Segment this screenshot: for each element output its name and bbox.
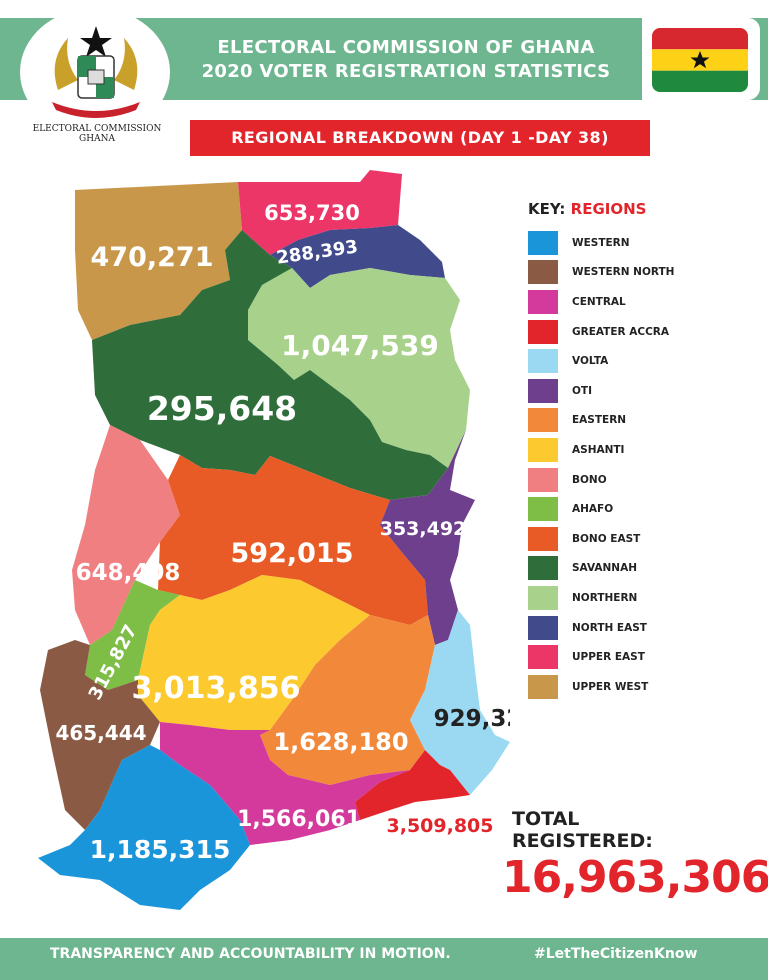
- title-line1: ELECTORAL COMMISSION OF GHANA: [217, 37, 595, 58]
- total-label: TOTAL REGISTERED:: [512, 808, 653, 852]
- region-bono: [72, 425, 180, 645]
- legend-label: VOLTA: [572, 355, 609, 368]
- legend-swatch: [528, 319, 558, 344]
- legend-label: WESTERN NORTH: [572, 266, 675, 279]
- region-northern: [248, 268, 470, 468]
- legend-title: KEY: REGIONS: [528, 200, 646, 218]
- page-title: ELECTORAL COMMISSION OF GHANA 2020 VOTER…: [178, 36, 634, 84]
- legend-swatch: [528, 526, 558, 551]
- total-label-line2: REGISTERED:: [512, 830, 653, 852]
- title-line2: 2020 VOTER REGISTRATION STATISTICS: [201, 61, 611, 82]
- legend-swatch: [528, 378, 558, 403]
- legend-label: UPPER EAST: [572, 651, 645, 664]
- label-savannah: 295,648: [147, 389, 297, 428]
- region-oti: [380, 430, 475, 645]
- legend-label: GREATER ACCRA: [572, 325, 670, 338]
- legend-item: EASTERN: [528, 406, 748, 436]
- footer-banner: [0, 938, 768, 980]
- legend-item: NORTH EAST: [528, 613, 748, 643]
- region-north-east: [270, 225, 445, 288]
- legend-label: BONO: [572, 473, 607, 486]
- subtitle-banner: REGIONAL BREAKDOWN (DAY 1 -DAY 38): [190, 120, 650, 156]
- legend-swatch: [528, 230, 558, 255]
- legend-item: WESTERN: [528, 228, 748, 258]
- region-western-north: [40, 640, 160, 830]
- label-central: 1,566,061: [237, 807, 361, 832]
- legend-swatch: [528, 437, 558, 462]
- region-bono-east: [158, 455, 428, 625]
- legend-label: BONO EAST: [572, 532, 641, 545]
- legend-label: CENTRAL: [572, 295, 626, 308]
- region-greater-accra: [355, 750, 470, 820]
- footer-slogan: TRANSPARENCY AND ACCOUNTABILITY IN MOTIO…: [50, 946, 451, 962]
- electoral-commission-logo: [52, 26, 140, 118]
- logo-caption: ELECTORAL COMMISSION GHANA: [22, 124, 172, 144]
- legend: WESTERN WESTERN NORTH CENTRAL GREATER ACCRA…: [528, 228, 748, 702]
- legend-label: NORTH EAST: [572, 621, 647, 634]
- legend-swatch: [528, 615, 558, 640]
- label-ashanti: 3,013,856: [132, 671, 301, 706]
- legend-item: CENTRAL: [528, 287, 748, 317]
- legend-swatch: [528, 260, 558, 285]
- legend-label: EASTERN: [572, 414, 627, 427]
- region-western: [38, 745, 250, 910]
- total-registered-value: 16,963,306: [502, 852, 768, 903]
- legend-item: UPPER EAST: [528, 642, 748, 672]
- legend-swatch: [528, 408, 558, 433]
- legend-item: ASHANTI: [528, 435, 748, 465]
- region-volta: [410, 610, 510, 795]
- legend-item: SAVANNAH: [528, 554, 748, 584]
- label-bono: 648,408: [76, 560, 181, 586]
- legend-item: UPPER WEST: [528, 672, 748, 702]
- legend-label: NORTHERN: [572, 591, 638, 604]
- label-western-north: 465,444: [55, 721, 146, 745]
- label-eastern: 1,628,180: [273, 728, 408, 756]
- region-upper-east: [238, 170, 402, 255]
- label-volta: 929,322: [434, 706, 510, 732]
- legend-swatch: [528, 497, 558, 522]
- ghana-region-map: 470,271 653,730 288,393 1,047,539 295,64…: [38, 170, 510, 910]
- legend-item: NORTHERN: [528, 583, 748, 613]
- region-central: [160, 722, 410, 845]
- ghana-flag-icon: [652, 28, 748, 92]
- legend-swatch: [528, 556, 558, 581]
- legend-swatch: [528, 289, 558, 314]
- legend-label: ASHANTI: [572, 443, 625, 456]
- legend-item: BONO EAST: [528, 524, 748, 554]
- label-upper-west: 470,271: [91, 242, 214, 273]
- region-savannah: [92, 230, 448, 500]
- label-greater-accra: 3,509,805: [387, 815, 494, 837]
- legend-item: OTI: [528, 376, 748, 406]
- legend-swatch: [528, 645, 558, 670]
- label-western: 1,185,315: [90, 835, 231, 864]
- legend-swatch: [528, 585, 558, 610]
- legend-label: SAVANNAH: [572, 562, 638, 575]
- label-upper-east: 653,730: [264, 201, 360, 225]
- legend-title-prefix: KEY:: [528, 200, 566, 218]
- label-bono-east: 592,015: [231, 538, 354, 569]
- logo-caption-line1: ELECTORAL COMMISSION: [32, 124, 162, 134]
- legend-label: OTI: [572, 384, 592, 397]
- legend-swatch: [528, 674, 558, 699]
- legend-label: AHAFO: [572, 503, 614, 516]
- legend-title-highlight: REGIONS: [570, 200, 647, 218]
- legend-item: VOLTA: [528, 346, 748, 376]
- footer-hashtag: #LetTheCitizenKnow: [534, 946, 698, 962]
- label-oti: 353,492: [380, 518, 467, 540]
- logo-caption-line2: GHANA: [79, 134, 115, 144]
- label-northern: 1,047,539: [281, 329, 439, 362]
- total-label-line1: TOTAL: [512, 808, 580, 830]
- legend-item: BONO: [528, 465, 748, 495]
- region-eastern: [260, 615, 435, 785]
- legend-swatch: [528, 349, 558, 374]
- region-ahafo: [85, 580, 180, 690]
- region-ashanti: [138, 575, 370, 730]
- legend-item: GREATER ACCRA: [528, 317, 748, 347]
- legend-item: AHAFO: [528, 494, 748, 524]
- legend-label: UPPER WEST: [572, 680, 649, 693]
- legend-swatch: [528, 467, 558, 492]
- legend-item: WESTERN NORTH: [528, 258, 748, 288]
- region-upper-west: [75, 182, 242, 340]
- legend-label: WESTERN: [572, 236, 630, 249]
